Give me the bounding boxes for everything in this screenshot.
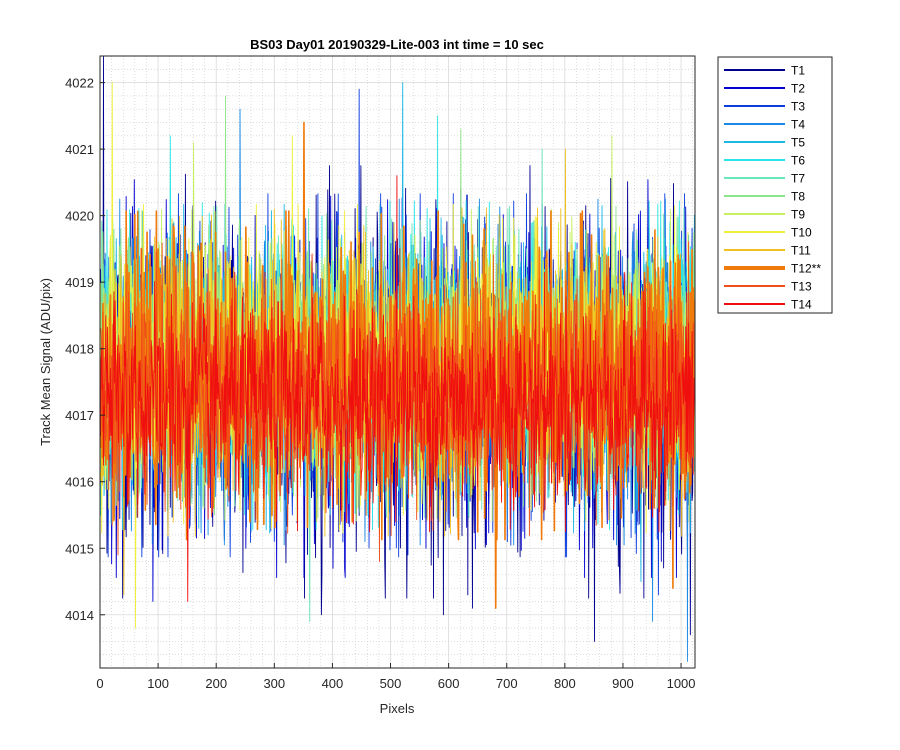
x-tick-label: 900 [612,676,634,691]
x-tick-label: 500 [380,676,402,691]
legend-item[interactable]: T2 [724,82,805,96]
x-tick-label: 300 [263,676,285,691]
x-tick-label: 400 [322,676,344,691]
legend-label: T10 [791,226,812,240]
x-tick-label: 700 [496,676,518,691]
legend-item[interactable]: T3 [724,100,805,114]
y-tick-label: 4014 [65,608,94,623]
series-line-T14 [100,175,695,602]
legend-item[interactable]: T14 [724,298,812,312]
legend-label: T6 [791,154,805,168]
chart-title: BS03 Day01 20190329-Lite-003 int time = … [250,37,544,52]
legend-item[interactable]: T13 [724,280,812,294]
x-axis-label: Pixels [380,701,415,716]
y-axis-label: Track Mean Signal (ADU/pix) [38,278,53,446]
y-tick-label: 4020 [65,209,94,224]
legend-item[interactable]: T6 [724,154,805,168]
legend-item[interactable]: T9 [724,208,805,222]
y-tick-label: 4015 [65,541,94,556]
legend-label: T7 [791,172,805,186]
legend-label: T11 [791,244,811,258]
legend-item[interactable]: T8 [724,190,805,204]
series-lines [100,56,695,662]
legend-item[interactable]: T11 [724,244,811,258]
legend-item[interactable]: T4 [724,118,805,132]
y-tick-label: 4022 [65,76,94,91]
legend-item[interactable]: T12** [724,262,821,276]
y-tick-label: 4016 [65,475,94,490]
legend-label: T12** [791,262,821,276]
legend-label: T4 [791,118,805,132]
y-tick-label: 4017 [65,408,94,423]
plot-frame [99,55,696,669]
legend-label: T3 [791,100,805,114]
x-tick-label: 100 [147,676,169,691]
axis-ticks: 0 100 200 300 400 500 600 700 800 900 1000 4014 4015… [65,76,695,691]
legend-label: T9 [791,208,805,222]
legend-label: T8 [791,190,805,204]
legend-item[interactable]: T1 [724,64,805,78]
x-tick-label: 0 [96,676,103,691]
legend-item[interactable]: T10 [724,226,812,240]
legend-item[interactable]: T7 [724,172,805,186]
x-tick-label: 1000 [667,676,696,691]
legend-label: T1 [791,64,805,78]
plot-area: 0 100 200 300 400 500 600 700 800 900 1000 4014 4015… [65,55,696,691]
y-tick-label: 4021 [65,142,94,157]
y-tick-label: 4019 [65,275,94,290]
legend[interactable]: T1 T2 T3 T4 T5 T6 T7 T8 T9 T10 T11 T12** T13 T14 [717,56,833,314]
x-tick-label: 600 [438,676,460,691]
legend-label: T14 [791,298,812,312]
legend-label: T5 [791,136,805,150]
legend-label: T2 [791,82,805,96]
y-tick-label: 4018 [65,342,94,357]
x-tick-label: 800 [554,676,576,691]
x-tick-label: 200 [205,676,227,691]
legend-item[interactable]: T5 [724,136,805,150]
legend-box [717,56,833,314]
legend-label: T13 [791,280,812,294]
